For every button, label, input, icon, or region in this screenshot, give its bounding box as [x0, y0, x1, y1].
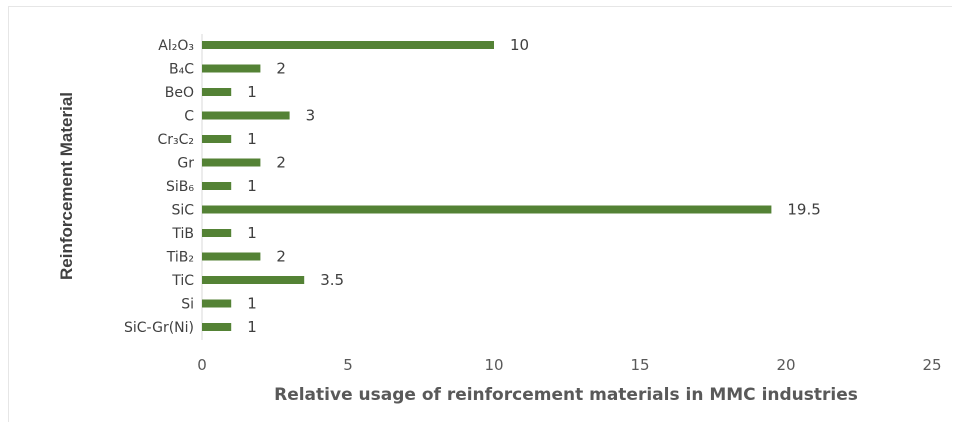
x-tick-label: 10 — [484, 356, 503, 374]
category-label: TiB — [171, 226, 194, 242]
bar — [202, 111, 290, 120]
category-label: TiB₂ — [166, 250, 194, 266]
bar — [202, 299, 232, 308]
x-tick-label: 0 — [197, 356, 207, 374]
bar — [202, 205, 772, 214]
x-tick-label: 5 — [343, 356, 353, 374]
data-label: 19.5 — [787, 201, 820, 219]
bar — [202, 158, 261, 167]
data-label: 3 — [306, 107, 316, 125]
data-label: 10 — [510, 36, 529, 54]
x-tick-labels: 0 5 10 15 20 25 — [197, 356, 941, 374]
x-tick-label: 25 — [922, 356, 941, 374]
category-label: BeO — [165, 85, 194, 101]
data-label: 1 — [247, 130, 257, 148]
chart-frame — [8, 6, 952, 422]
bar — [202, 41, 494, 49]
data-label: 1 — [247, 224, 257, 242]
bar — [202, 88, 232, 96]
data-label: 1 — [247, 318, 257, 336]
bar — [202, 182, 232, 190]
bar — [202, 135, 232, 143]
bar — [202, 276, 305, 284]
data-label: 1 — [247, 177, 257, 195]
bar — [202, 229, 232, 237]
bars — [202, 41, 772, 331]
category-label: SiB₆ — [166, 179, 194, 195]
y-axis-title: Reinforcement Material — [57, 92, 76, 280]
category-label: B₄C — [169, 62, 194, 78]
bar — [202, 252, 261, 261]
x-tick-label: 20 — [776, 356, 795, 374]
category-label: SiC-Gr(Ni) — [124, 320, 194, 336]
category-label: Si — [181, 297, 194, 313]
bar — [202, 323, 232, 331]
data-label: 2 — [276, 248, 286, 266]
data-label: 1 — [247, 83, 257, 101]
data-labels: 10 2 1 3 1 2 1 19.5 1 2 3.5 1 1 — [247, 36, 821, 336]
x-axis-title: Relative usage of reinforcement material… — [274, 385, 858, 405]
category-labels: Al₂O₃ B₄C BeO C Cr₃C₂ Gr SiB₆ SiC TiB TiB₂ TiC Si Si… — [124, 38, 194, 336]
data-label: 1 — [247, 295, 257, 313]
data-label: 2 — [276, 154, 286, 172]
category-label: SiC — [171, 203, 194, 219]
category-label: Al₂O₃ — [158, 38, 194, 54]
category-label: Cr₃C₂ — [157, 132, 194, 148]
category-label: TiC — [171, 273, 194, 289]
data-label: 3.5 — [320, 271, 344, 289]
x-tick-label: 15 — [630, 356, 649, 374]
data-label: 2 — [276, 60, 286, 78]
category-label: C — [184, 109, 194, 125]
bar — [202, 64, 261, 73]
category-label: Gr — [177, 156, 194, 172]
